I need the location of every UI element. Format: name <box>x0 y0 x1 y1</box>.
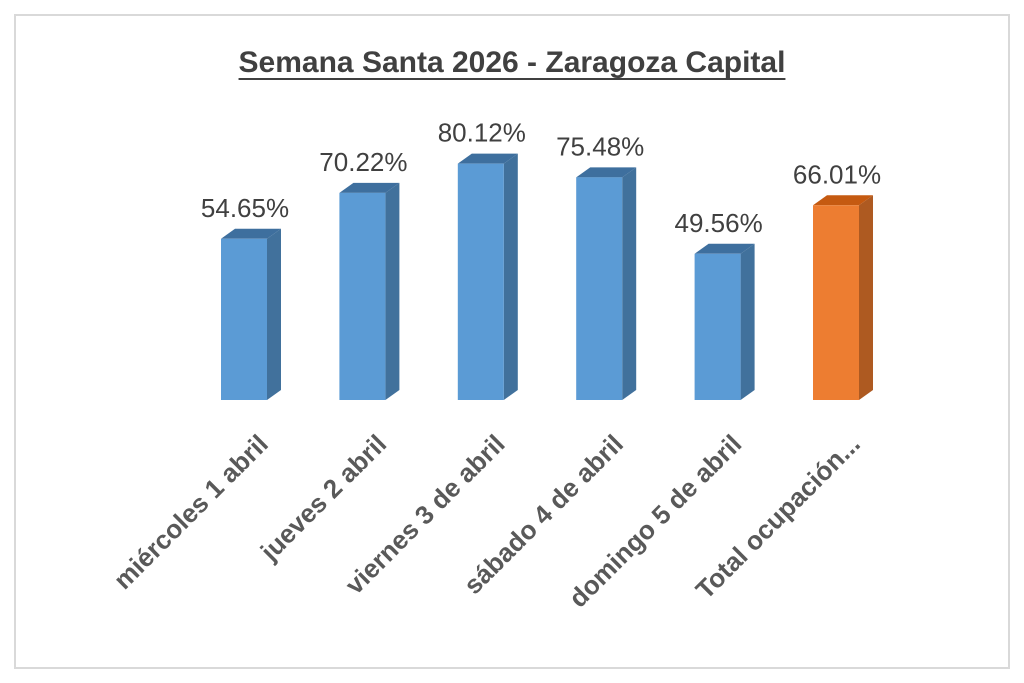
bar-1 <box>221 228 281 400</box>
bar-top-face <box>813 195 873 206</box>
bar-front-face <box>813 205 859 400</box>
bar-top-face <box>221 228 281 239</box>
bar-side-face <box>385 182 400 400</box>
data-label-6: 66.01% <box>793 159 881 189</box>
data-label-5: 49.56% <box>675 208 763 238</box>
bar-front-face <box>694 253 741 400</box>
bar-front-face <box>576 177 623 400</box>
data-label-1: 54.65% <box>201 193 289 223</box>
bar-side-face <box>503 153 518 400</box>
bar-6 <box>813 195 873 400</box>
category-label-1: miércoles 1 abril <box>107 429 273 595</box>
chart-title: Semana Santa 2026 - Zaragoza Capital <box>238 46 786 79</box>
bar-front-face <box>221 238 267 400</box>
bar-side-face <box>740 243 755 400</box>
bar-front-face <box>457 163 504 400</box>
bar-front-face <box>339 192 386 400</box>
data-label-3: 80.12% <box>438 118 526 148</box>
bar-side-face <box>267 228 281 400</box>
bar-side-face <box>622 167 637 400</box>
bar-top-face <box>694 243 755 254</box>
bar-5 <box>694 243 755 400</box>
data-label-4: 75.48% <box>556 131 644 161</box>
bar-2 <box>339 182 400 400</box>
data-label-2: 70.22% <box>319 147 407 177</box>
bar-top-face <box>457 153 518 164</box>
bar-3 <box>457 153 518 400</box>
bar-side-face <box>859 195 873 400</box>
bar-4 <box>576 167 637 400</box>
bar-top-face <box>339 182 400 193</box>
bar-top-face <box>576 167 637 178</box>
